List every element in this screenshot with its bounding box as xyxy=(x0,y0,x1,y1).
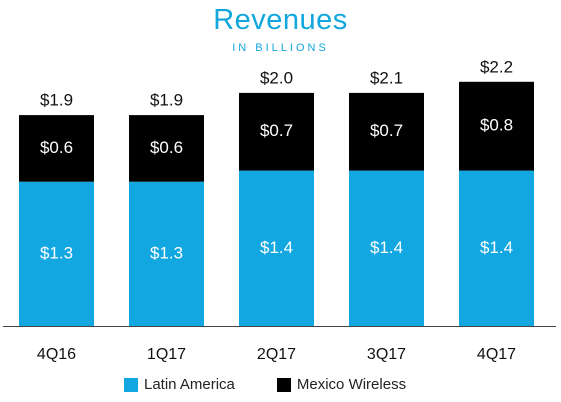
chart-title: Revenues xyxy=(213,4,348,36)
legend-swatch-mexico-wireless xyxy=(276,377,291,392)
x-tick-label-3q17: 3Q17 xyxy=(367,346,406,363)
bar-mexico-wireless-3q17 xyxy=(349,92,424,171)
legend-item-mexico-wireless: Mexico Wireless xyxy=(276,376,407,393)
bar-mexico-wireless-4q17 xyxy=(459,81,534,171)
bar-label-latin-america-4q17: $1.4 xyxy=(480,238,513,257)
bar-label-latin-america-2q17: $1.4 xyxy=(260,238,293,257)
legend-label-mexico-wireless: Mexico Wireless xyxy=(296,376,407,393)
bar-label-mexico-wireless-4q16: $0.6 xyxy=(40,138,73,157)
x-tick-label-1q17: 1Q17 xyxy=(147,346,186,363)
bar-mexico-wireless-4q16 xyxy=(19,115,94,182)
bar-label-latin-america-4q16: $1.3 xyxy=(40,243,73,262)
bar-latin-america-4q17 xyxy=(459,170,534,326)
legend-item-latin-america: Latin America xyxy=(124,376,235,393)
bar-latin-america-3q17 xyxy=(349,170,424,326)
total-label-4q17: $2.2 xyxy=(480,57,513,76)
bar-mexico-wireless-1q17 xyxy=(129,115,204,182)
bar-label-mexico-wireless-1q17: $0.6 xyxy=(150,138,183,157)
bar-latin-america-4q16 xyxy=(19,181,94,326)
x-tick-label-2q17: 2Q17 xyxy=(257,346,296,363)
bar-label-mexico-wireless-3q17: $0.7 xyxy=(370,121,403,140)
chart-legend: Latin America Mexico Wireless xyxy=(124,376,448,393)
total-label-3q17: $2.1 xyxy=(370,68,403,87)
total-label-1q17: $1.9 xyxy=(150,91,183,110)
bar-latin-america-2q17 xyxy=(239,170,314,326)
total-label-2q17: $2.0 xyxy=(260,68,293,87)
x-tick-label-4q16: 4Q16 xyxy=(37,346,76,363)
bar-label-mexico-wireless-4q17: $0.8 xyxy=(480,116,513,135)
bar-mexico-wireless-2q17 xyxy=(239,92,314,171)
x-tick-label-4q17: 4Q17 xyxy=(477,346,516,363)
total-label-4q16: $1.9 xyxy=(40,91,73,110)
bar-label-latin-america-3q17: $1.4 xyxy=(370,238,403,257)
bar-label-mexico-wireless-2q17: $0.7 xyxy=(260,121,293,140)
legend-swatch-latin-america xyxy=(124,377,138,392)
legend-label-latin-america: Latin America xyxy=(144,376,235,393)
bar-latin-america-1q17 xyxy=(129,181,204,326)
chart-subtitle: IN BILLIONS xyxy=(232,42,329,54)
bar-label-latin-america-1q17: $1.3 xyxy=(150,243,183,262)
